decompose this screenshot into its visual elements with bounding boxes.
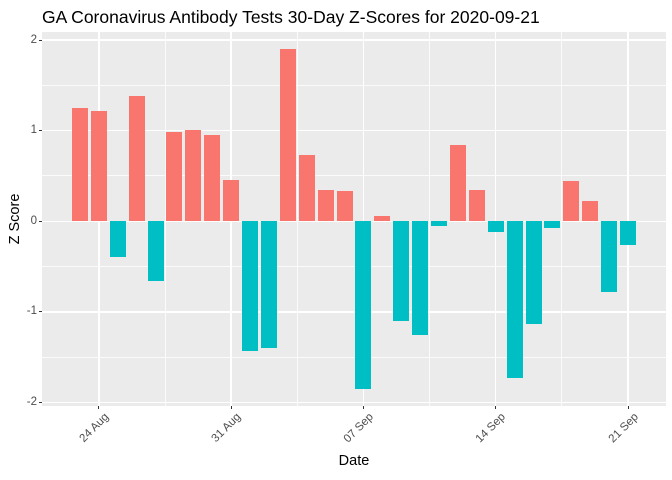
bar-positive: [298, 155, 315, 222]
major-gridline-h: [42, 39, 666, 41]
major-gridline-h: [42, 129, 666, 132]
x-tick-mark: [362, 406, 364, 409]
x-tick-mark: [98, 406, 100, 409]
bar-positive: [449, 145, 466, 222]
plot-panel: [42, 32, 666, 406]
major-gridline-v: [362, 32, 365, 406]
y-axis-title: Z Score: [7, 193, 23, 245]
bar-positive: [90, 110, 107, 222]
bar-positive: [166, 131, 183, 222]
bar-negative: [393, 221, 410, 321]
bar-negative: [525, 221, 542, 325]
x-tick-mark: [627, 406, 629, 409]
y-tick-mark: [39, 220, 42, 222]
bar-negative: [109, 221, 126, 258]
minor-gridline-v: [429, 32, 431, 406]
minor-gridline-h: [42, 84, 666, 86]
bar-positive: [563, 181, 580, 222]
bar-negative: [147, 221, 164, 282]
y-tick-label: 2: [30, 33, 37, 46]
minor-gridline-h: [42, 266, 666, 268]
x-tick-label: 31 Aug: [209, 411, 244, 445]
bar-negative: [544, 221, 561, 229]
major-gridline-v: [494, 32, 497, 406]
y-tick-mark: [39, 130, 42, 132]
bar-negative: [487, 221, 504, 233]
x-tick-label: 24 Aug: [77, 411, 112, 445]
bar-negative: [412, 221, 429, 336]
minor-gridline-v: [561, 32, 563, 406]
chart-title: GA Coronavirus Antibody Tests 30-Day Z-S…: [42, 7, 540, 27]
bar-negative: [260, 221, 277, 349]
y-tick-label: -2: [26, 395, 37, 408]
x-tick-label: 21 Sep: [606, 411, 641, 446]
y-tick-label: 1: [30, 124, 37, 137]
major-gridline-h: [42, 311, 666, 313]
bar-negative: [620, 221, 636, 245]
bar-positive: [279, 49, 296, 222]
minor-gridline-v: [164, 32, 166, 406]
y-tick-label: -1: [26, 305, 37, 318]
y-tick-label: 0: [30, 214, 37, 227]
x-tick-mark: [495, 406, 497, 409]
bar-positive: [582, 201, 599, 222]
y-tick-mark: [39, 311, 42, 313]
bar-positive: [128, 96, 145, 222]
bar-positive: [317, 189, 334, 222]
major-gridline-v: [627, 32, 629, 406]
x-tick-mark: [230, 406, 232, 409]
y-tick-mark: [39, 39, 42, 41]
bar-negative: [601, 221, 618, 292]
major-gridline-h: [42, 401, 666, 404]
minor-gridline-h: [42, 175, 666, 177]
bar-positive: [223, 179, 240, 222]
bar-positive: [374, 215, 391, 222]
bar-negative: [506, 221, 523, 378]
major-gridline-h: [42, 220, 666, 222]
minor-gridline-v: [296, 32, 298, 406]
x-tick-label: 07 Sep: [341, 411, 376, 446]
bar-positive: [204, 135, 221, 222]
bar-negative: [242, 221, 259, 351]
bar-negative: [431, 221, 448, 226]
bar-positive: [72, 108, 88, 222]
x-tick-label: 14 Sep: [473, 411, 509, 446]
bar-positive: [185, 129, 202, 222]
bar-positive: [336, 191, 353, 222]
bar-positive: [468, 190, 485, 222]
minor-gridline-h: [42, 356, 666, 358]
bar-negative: [355, 221, 372, 389]
y-tick-mark: [39, 401, 42, 403]
x-axis-title: Date: [338, 453, 370, 469]
